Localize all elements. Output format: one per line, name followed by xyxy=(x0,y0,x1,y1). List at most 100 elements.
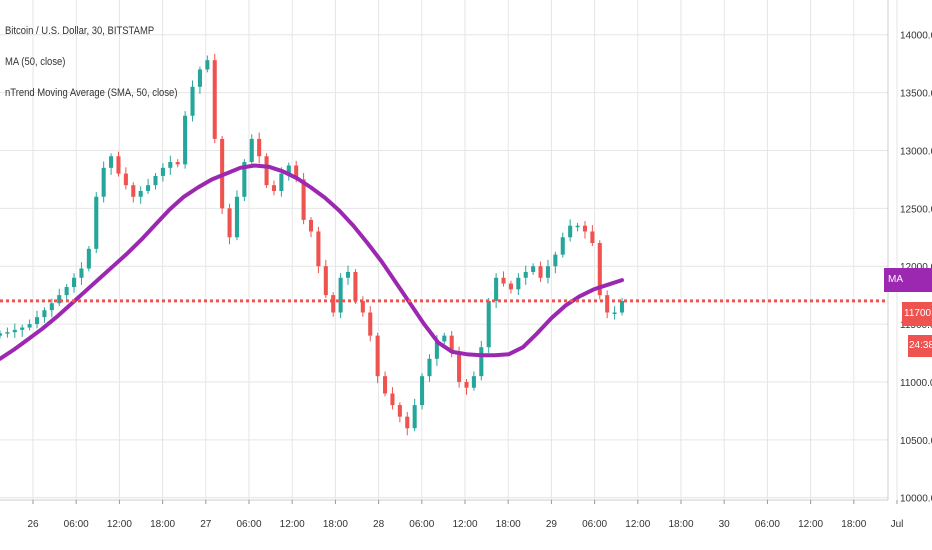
chart-grid xyxy=(0,0,898,500)
y-tick-label: 11000.00 xyxy=(900,378,932,389)
x-tick-label: 27 xyxy=(200,519,212,530)
candle-body xyxy=(405,416,410,429)
candle-body xyxy=(331,295,336,313)
candle-body xyxy=(234,196,239,238)
legend-ntrend[interactable]: nTrend Moving Average (SMA, 50, close) xyxy=(5,87,178,99)
x-tick-label: Jul xyxy=(891,519,904,530)
candle-body xyxy=(205,60,210,70)
ma-series xyxy=(0,163,624,361)
ma-line xyxy=(0,163,624,361)
candle-body xyxy=(612,312,617,314)
candle-body xyxy=(286,165,291,174)
candle-body xyxy=(457,353,462,382)
time-axis[interactable]: 26 06:00 12:00 18:00 27 06:00 12:00 18:00 28 06:0… xyxy=(27,500,903,530)
candle-body xyxy=(523,271,528,278)
x-tick-label: 18:00 xyxy=(150,519,175,530)
candle-body xyxy=(605,295,610,313)
candle-body xyxy=(109,156,114,168)
candle-body xyxy=(479,347,484,377)
candle-body xyxy=(597,243,602,296)
y-tick-label: 10500.00 xyxy=(900,436,932,447)
candle-body xyxy=(301,179,306,220)
candle-body xyxy=(227,208,232,238)
ma-value-badge: MA 11883.13 xyxy=(884,268,932,309)
candle-body xyxy=(0,333,3,336)
candle-body xyxy=(427,358,432,377)
candle-body xyxy=(464,381,469,388)
x-tick-label: 12:00 xyxy=(280,519,305,530)
candle-body xyxy=(368,312,373,336)
candle-body xyxy=(190,86,195,116)
candle-body xyxy=(360,300,365,313)
candle-body xyxy=(516,277,521,290)
candle-body xyxy=(545,266,550,278)
candle-body xyxy=(49,303,54,311)
candle-body xyxy=(183,115,188,165)
candle-body xyxy=(27,324,32,328)
candle-body xyxy=(560,237,565,255)
candle-body xyxy=(34,317,40,325)
candle-body xyxy=(86,248,91,269)
ma-badge-label: MA xyxy=(888,274,903,285)
candle-body xyxy=(94,196,99,249)
candle-body xyxy=(420,376,425,406)
candle-body xyxy=(531,266,536,272)
candle-body xyxy=(553,254,558,267)
candle-body xyxy=(131,185,136,197)
candle-body xyxy=(390,393,395,406)
candle-body xyxy=(508,283,513,290)
candle-body xyxy=(323,266,328,296)
candle-body xyxy=(279,173,284,191)
y-tick-label: 13500.00 xyxy=(900,89,932,100)
countdown-value: 24:38 xyxy=(909,340,932,351)
candle-body xyxy=(101,167,106,197)
candle-body xyxy=(242,162,247,197)
candle-body xyxy=(575,225,580,228)
candle-body xyxy=(353,271,358,301)
x-tick-label: 06:00 xyxy=(755,519,780,530)
x-tick-label: 18:00 xyxy=(668,519,693,530)
candle-body xyxy=(79,268,84,278)
candle-body xyxy=(42,310,47,318)
candle-body xyxy=(338,277,343,313)
candle-body xyxy=(168,162,173,168)
candle-body xyxy=(316,231,321,267)
candle-body xyxy=(434,341,439,359)
candle-body xyxy=(72,277,77,288)
candle-body xyxy=(619,300,625,313)
candle-body xyxy=(57,295,62,304)
candle-body xyxy=(568,225,573,238)
candle-body xyxy=(146,185,151,191)
x-tick-label: 28 xyxy=(373,519,385,530)
candle-body xyxy=(383,376,388,394)
candle-body xyxy=(590,231,595,244)
candle-body xyxy=(471,376,476,388)
candle-body xyxy=(175,162,180,165)
legend-ma[interactable]: MA (50, close) xyxy=(5,56,66,68)
candle-body xyxy=(160,167,165,176)
candle-body xyxy=(412,405,417,429)
candle-body xyxy=(264,156,269,186)
y-tick-label: 13000.00 xyxy=(900,146,932,157)
candle-body xyxy=(494,277,499,301)
y-tick-label: 14000.00 xyxy=(900,31,932,42)
y-tick-label: 12500.00 xyxy=(900,204,932,215)
legend-symbol[interactable]: Bitcoin / U.S. Dollar, 30, BITSTAMP xyxy=(5,25,155,37)
candle-body xyxy=(375,335,380,377)
candle-body xyxy=(212,60,217,139)
x-tick-label: 06:00 xyxy=(64,519,89,530)
candle-body xyxy=(501,277,506,284)
candle-body xyxy=(442,335,447,342)
x-tick-label: 06:00 xyxy=(236,519,261,530)
candle-body xyxy=(249,138,254,163)
candle-body xyxy=(538,266,543,278)
candle-body xyxy=(345,271,351,278)
countdown-badge: 24:38 xyxy=(908,335,932,357)
candle-body xyxy=(257,138,262,157)
candle-body xyxy=(116,156,121,174)
candle-body xyxy=(308,219,314,232)
y-tick-label: 10000.00 xyxy=(900,494,932,505)
x-tick-label: 18:00 xyxy=(496,519,521,530)
candle-body xyxy=(582,225,588,232)
